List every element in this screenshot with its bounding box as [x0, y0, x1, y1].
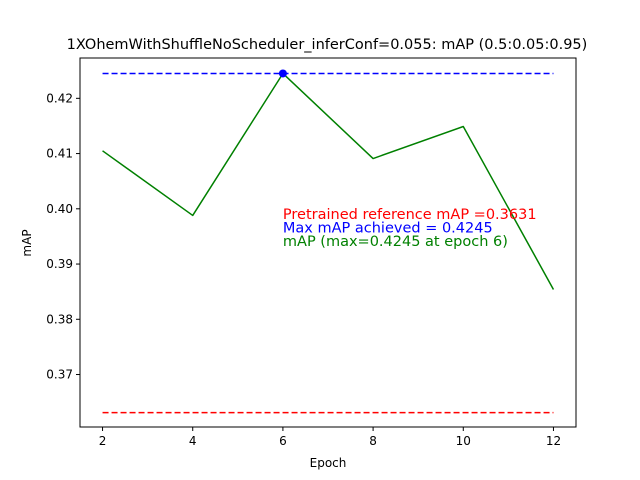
- y-axis-label: mAP: [20, 229, 34, 256]
- y-tick-label: 0.37: [46, 368, 73, 382]
- x-tick-label: 4: [189, 434, 197, 448]
- reference-lines: [102, 72, 554, 414]
- x-axis-ticks: 2 4 6 8 10 12: [99, 427, 561, 448]
- annotation-text-2: mAP (max=0.4245 at epoch 6): [283, 234, 508, 250]
- series-line-0: [102, 72, 555, 290]
- annotation-text-0: Pretrained reference mAP =0.3631: [283, 207, 537, 223]
- y-tick-label: 0.38: [46, 312, 73, 326]
- x-tick-label: 2: [99, 434, 107, 448]
- y-tick-label: 0.41: [46, 147, 73, 161]
- x-axis-label: Epoch: [310, 456, 347, 470]
- annotation-text-1: Max mAP achieved = 0.4245: [283, 221, 493, 237]
- chart-title: 1XOhemWithShuffleNoScheduler_inferConf=0…: [67, 37, 588, 53]
- max-marker: [278, 69, 287, 78]
- x-tick-label: 12: [546, 434, 561, 448]
- y-axis-ticks: 0.37 0.38 0.39 0.40 0.41 0.42: [46, 91, 80, 382]
- x-tick-label: 10: [456, 434, 471, 448]
- y-tick-label: 0.40: [46, 202, 73, 216]
- y-tick-label: 0.39: [46, 257, 73, 271]
- x-tick-label: 8: [369, 434, 377, 448]
- y-tick-label: 0.42: [46, 91, 73, 105]
- plot-frame: [79, 57, 577, 428]
- x-tick-label: 6: [279, 434, 287, 448]
- series-layer: [102, 69, 555, 290]
